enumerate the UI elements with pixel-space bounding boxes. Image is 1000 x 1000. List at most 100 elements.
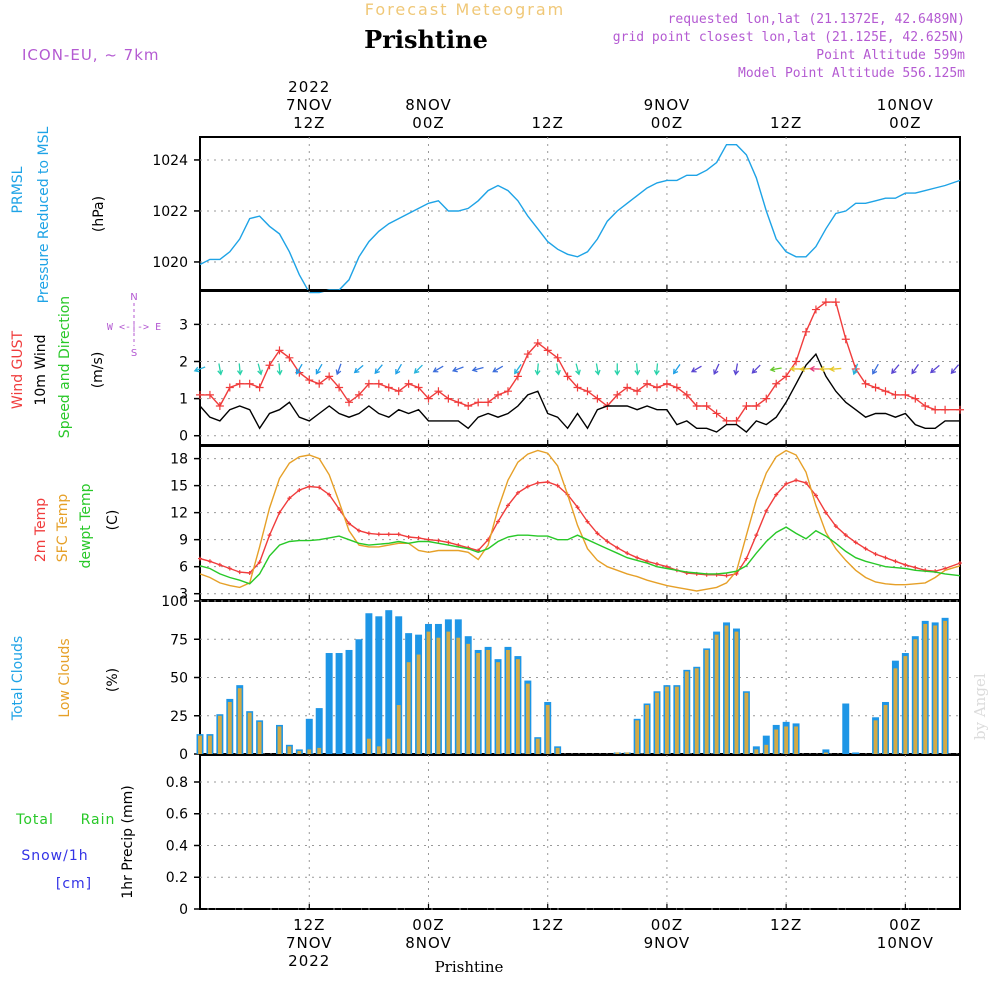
wind-label-10m: 10m Wind <box>33 334 49 405</box>
panel-precip: 0 0.2 0.4 0.6 0.8 <box>166 754 961 918</box>
low-cloud-bar <box>714 634 719 754</box>
gust-marker <box>255 383 264 392</box>
gust-marker <box>364 379 373 388</box>
panel-frame <box>199 754 961 910</box>
temp-marker <box>843 533 848 538</box>
gust-marker <box>533 338 542 347</box>
precip-label-cm: [cm] <box>56 876 92 892</box>
y-tick-label: 100 <box>161 594 188 610</box>
top-time-label: 8NOV <box>405 96 452 114</box>
gust-marker <box>623 383 632 392</box>
wind-direction-arrow <box>713 363 720 376</box>
panel-wind: 0 1 2 3 <box>179 290 964 446</box>
wind-direction-arrow <box>492 365 504 373</box>
total-cloud-bar <box>842 703 850 754</box>
gust-marker <box>265 361 274 370</box>
y-tick-label: 1020 <box>152 255 188 271</box>
gust-marker <box>792 357 801 366</box>
gust-marker <box>821 298 830 307</box>
gust-marker <box>811 305 820 314</box>
temp-marker <box>307 484 312 489</box>
precip-label-snow: Snow/1h <box>21 848 88 864</box>
wind-label-unit: (m/s) <box>90 352 106 389</box>
y-tick-label: 9 <box>179 533 188 549</box>
wind-direction-arrow <box>555 363 561 376</box>
temp-marker <box>873 552 878 557</box>
grid-point-coords: grid point closest lon,lat (21.125E, 42.… <box>613 30 965 45</box>
gust-marker <box>523 350 532 359</box>
low-cloud-bar <box>416 654 421 754</box>
low-cloud-bar <box>406 662 411 754</box>
gust-marker <box>503 387 512 396</box>
temp-marker <box>366 531 371 536</box>
gust-marker <box>722 416 731 425</box>
y-tick-label: 75 <box>170 632 188 648</box>
wind-direction-arrow <box>295 363 303 375</box>
y-tick-label: 0 <box>179 429 188 445</box>
temp-marker <box>446 540 451 545</box>
temp-marker <box>625 551 630 556</box>
wind-direction-arrow <box>315 363 323 375</box>
low-cloud-bar <box>307 749 312 754</box>
temp-marker <box>515 490 520 495</box>
low-cloud-bar <box>754 749 759 754</box>
low-cloud-bar <box>396 705 401 754</box>
gust-marker <box>404 379 413 388</box>
wind-direction-arrow <box>575 363 581 376</box>
low-cloud-bar <box>287 746 292 754</box>
low-cloud-bar <box>704 649 709 754</box>
wind-direction-arrow <box>891 364 900 375</box>
total-cloud-bar <box>822 749 830 754</box>
bottom-time-label: 12Z <box>770 916 802 934</box>
temp-marker <box>198 556 202 561</box>
top-time-label: 10NOV <box>877 96 934 114</box>
y-tick-label: 0.6 <box>166 807 188 823</box>
temp-marker <box>893 559 898 564</box>
model-label: ICON-EU, ~ 7km <box>22 46 160 64</box>
low-cloud-bar <box>635 720 640 754</box>
temp-marker <box>545 480 550 485</box>
total-cloud-bar <box>325 653 333 754</box>
temp-marker <box>585 519 590 524</box>
gust-marker <box>881 387 890 396</box>
temp-marker <box>327 492 332 497</box>
y-tick-label: 50 <box>170 671 188 687</box>
temp-marker <box>535 480 540 485</box>
temp-label-dewpt: dewpt Temp <box>78 483 94 568</box>
gust-marker <box>931 405 940 414</box>
gust-marker <box>583 387 592 396</box>
low-cloud-bar <box>545 705 550 754</box>
low-cloud-bar <box>655 692 659 754</box>
temp-marker <box>754 533 759 538</box>
bottom-time-label: 7NOV <box>286 934 333 952</box>
temp-marker <box>416 535 421 540</box>
gust-marker <box>891 390 900 399</box>
low-cloud-bar <box>794 726 798 754</box>
compass-s: S <box>131 348 137 359</box>
low-cloud-bar <box>317 747 322 754</box>
pressure-label-unit: (hPa) <box>91 196 107 232</box>
temp-marker <box>605 539 610 544</box>
precip-label-unit: 1hr Precip (mm) <box>120 785 136 898</box>
series-line-dewpt-temp <box>199 526 961 585</box>
total-cloud-bar <box>395 616 403 754</box>
point-altitude: Point Altitude 599m <box>816 48 965 63</box>
wind-direction-arrow <box>929 364 940 374</box>
temp-marker <box>337 507 342 512</box>
gust-marker <box>325 372 334 381</box>
compass-n: N <box>130 292 137 303</box>
wind-direction-arrow <box>672 364 681 375</box>
low-cloud-bar <box>486 649 491 754</box>
y-tick-label: 0.2 <box>166 870 188 886</box>
gust-marker <box>414 383 423 392</box>
low-cloud-bar <box>873 720 878 754</box>
low-cloud-bar <box>764 744 769 754</box>
low-cloud-bar <box>446 631 451 754</box>
temp-marker <box>813 493 818 498</box>
temp-marker <box>774 492 779 497</box>
temp-marker <box>347 521 352 526</box>
gust-marker <box>543 346 552 355</box>
precip-label-total: Total <box>15 812 54 828</box>
